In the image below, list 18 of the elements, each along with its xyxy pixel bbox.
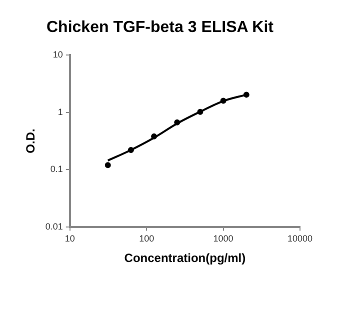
y-tick-label: 0.01 [45,221,63,232]
y-tick-label: 10 [52,50,63,60]
x-axis-title: Concentration(pg/ml) [124,251,246,266]
point [174,119,180,126]
point [197,108,204,115]
point [243,92,250,98]
x-tick-label: 1000 [213,234,234,244]
x-tick-label: 10 [64,234,75,244]
x-tick-label: 10000 [287,234,313,244]
point [220,98,226,104]
chart-title: Chicken TGF-beta 3 ELISA Kit [46,19,274,36]
point [128,147,134,154]
y-tick-label: 0.1 [50,164,63,174]
x-tick-label: 100 [139,234,154,244]
y-axis-title: O.D. [24,128,38,154]
point [104,162,111,168]
y-tick-label: 1 [58,106,63,117]
point [151,133,158,140]
